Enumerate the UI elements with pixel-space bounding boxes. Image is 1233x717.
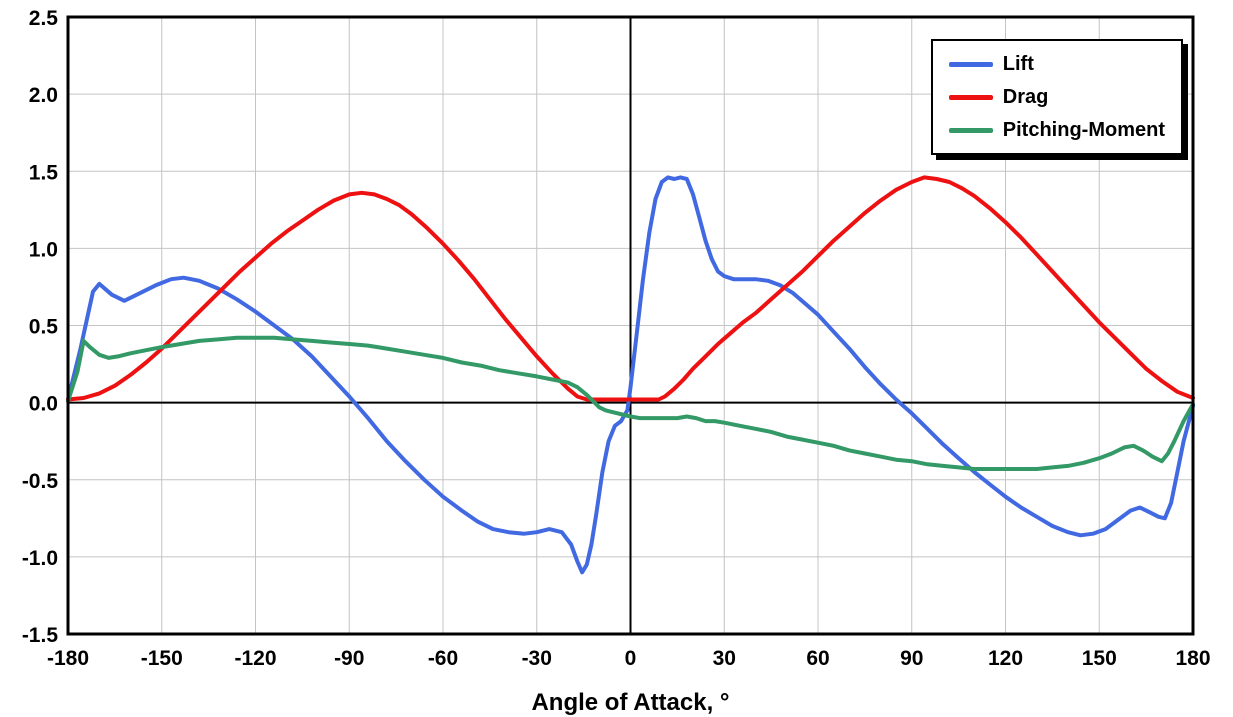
series-line-drag — [66, 175, 1195, 402]
pitching-moment-line-swatch — [948, 127, 993, 133]
x-tick-label: -90 — [334, 647, 364, 670]
x-tick-label: -60 — [428, 647, 458, 670]
y-tick-label: 0.5 — [29, 316, 59, 339]
x-tick-label: -120 — [234, 647, 276, 670]
x-tick-label: 0 — [625, 647, 637, 670]
x-tick-label: -30 — [522, 647, 552, 670]
legend-item-drag: Drag — [948, 86, 1165, 108]
y-tick-label: -1.0 — [22, 547, 58, 570]
plot-border — [66, 15, 1195, 636]
x-tick-label: 30 — [713, 647, 736, 670]
lift-line-swatch — [948, 61, 993, 67]
y-tick-label: -1.5 — [22, 624, 59, 647]
x-tick-label: 90 — [900, 647, 923, 670]
x-axis-title: Angle of Attack, ° — [531, 689, 730, 716]
legend-label-lift: Lift — [1002, 53, 1034, 75]
y-tick-label: -0.5 — [22, 470, 59, 493]
legend: Lift Drag Pitching-Moment — [930, 39, 1183, 155]
y-tick-label: 0.0 — [29, 393, 58, 416]
y-tick-label: 2.0 — [29, 84, 58, 107]
y-tick-label: 1.5 — [29, 161, 59, 184]
series-line-pitching-moment — [66, 335, 1195, 471]
legend-item-lift: Lift — [948, 53, 1165, 75]
x-tick-label: 120 — [988, 647, 1023, 670]
series-line-lift — [66, 175, 1195, 575]
x-tick-label: -180 — [47, 647, 89, 670]
chart-page: { "chart_data": { "type": "line", "title… — [21, 7, 1211, 716]
y-tick-label: 2.5 — [29, 7, 59, 30]
x-tick-label: 60 — [806, 647, 829, 670]
x-tick-label: -150 — [141, 647, 183, 670]
y-tick-label: 1.0 — [29, 238, 58, 261]
legend-label-pitching-moment: Pitching-Moment — [1002, 119, 1165, 141]
legend-label-drag: Drag — [1002, 86, 1049, 108]
x-tick-label: 180 — [1175, 647, 1210, 670]
drag-line-swatch — [948, 94, 993, 100]
x-tick-label: 150 — [1082, 647, 1117, 670]
legend-item-pitching-moment: Pitching-Moment — [948, 119, 1165, 141]
